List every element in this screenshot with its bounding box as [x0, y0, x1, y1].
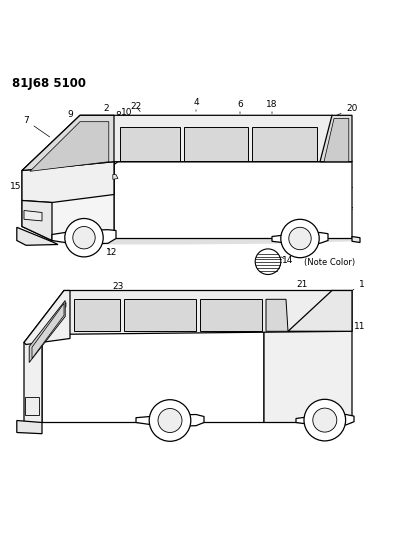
- Polygon shape: [42, 332, 264, 423]
- Polygon shape: [272, 232, 328, 244]
- Circle shape: [281, 219, 319, 257]
- Polygon shape: [24, 211, 42, 221]
- Polygon shape: [24, 290, 70, 344]
- Polygon shape: [74, 300, 120, 332]
- Text: 11: 11: [350, 322, 366, 331]
- Circle shape: [255, 249, 281, 274]
- Text: 21: 21: [296, 280, 308, 294]
- Text: 15: 15: [10, 182, 35, 191]
- Polygon shape: [352, 237, 360, 243]
- Polygon shape: [22, 115, 114, 171]
- Polygon shape: [113, 174, 118, 179]
- Polygon shape: [32, 303, 64, 359]
- Text: 4: 4: [193, 98, 199, 111]
- Text: 17: 17: [160, 386, 172, 396]
- Circle shape: [313, 408, 337, 432]
- Text: 13: 13: [177, 386, 188, 396]
- Polygon shape: [200, 300, 262, 332]
- Circle shape: [65, 219, 103, 257]
- Polygon shape: [114, 161, 352, 238]
- Polygon shape: [320, 115, 352, 161]
- Polygon shape: [24, 290, 352, 343]
- Polygon shape: [136, 415, 204, 426]
- Polygon shape: [20, 235, 352, 245]
- Polygon shape: [264, 290, 352, 423]
- Polygon shape: [52, 230, 116, 245]
- Text: 18: 18: [266, 100, 278, 114]
- Polygon shape: [252, 126, 317, 161]
- Polygon shape: [324, 118, 349, 161]
- Polygon shape: [29, 301, 65, 362]
- Polygon shape: [24, 335, 42, 426]
- Text: 3: 3: [297, 320, 303, 329]
- Polygon shape: [266, 300, 288, 332]
- Polygon shape: [30, 122, 109, 171]
- Text: 10: 10: [122, 108, 133, 117]
- Polygon shape: [124, 300, 196, 332]
- Polygon shape: [17, 421, 42, 434]
- Text: 14: 14: [282, 256, 294, 265]
- Text: 5: 5: [223, 344, 229, 353]
- Text: 81J68 5100: 81J68 5100: [12, 77, 86, 90]
- Text: 7: 7: [23, 116, 50, 137]
- Text: 20: 20: [336, 104, 358, 115]
- Polygon shape: [17, 227, 58, 245]
- Circle shape: [289, 227, 311, 249]
- Text: 23: 23: [112, 282, 128, 295]
- Circle shape: [158, 408, 182, 432]
- Text: 12: 12: [106, 248, 118, 256]
- Text: 6: 6: [237, 100, 243, 114]
- Polygon shape: [288, 290, 352, 332]
- Polygon shape: [22, 161, 114, 203]
- Circle shape: [149, 400, 191, 441]
- Text: (Note Color): (Note Color): [304, 258, 355, 267]
- Polygon shape: [184, 126, 248, 161]
- Circle shape: [73, 227, 95, 249]
- Polygon shape: [22, 200, 52, 240]
- Text: 19: 19: [136, 383, 148, 392]
- Circle shape: [304, 399, 346, 441]
- Polygon shape: [30, 303, 66, 354]
- Text: 1: 1: [352, 280, 365, 290]
- Polygon shape: [22, 161, 114, 240]
- Polygon shape: [120, 126, 180, 161]
- Text: 8: 8: [115, 111, 121, 120]
- Text: 2: 2: [103, 104, 114, 118]
- Text: 16: 16: [30, 378, 46, 387]
- Polygon shape: [296, 415, 354, 426]
- Text: 9: 9: [67, 110, 78, 123]
- Text: 22: 22: [130, 102, 142, 111]
- Polygon shape: [22, 115, 352, 171]
- Polygon shape: [25, 397, 39, 415]
